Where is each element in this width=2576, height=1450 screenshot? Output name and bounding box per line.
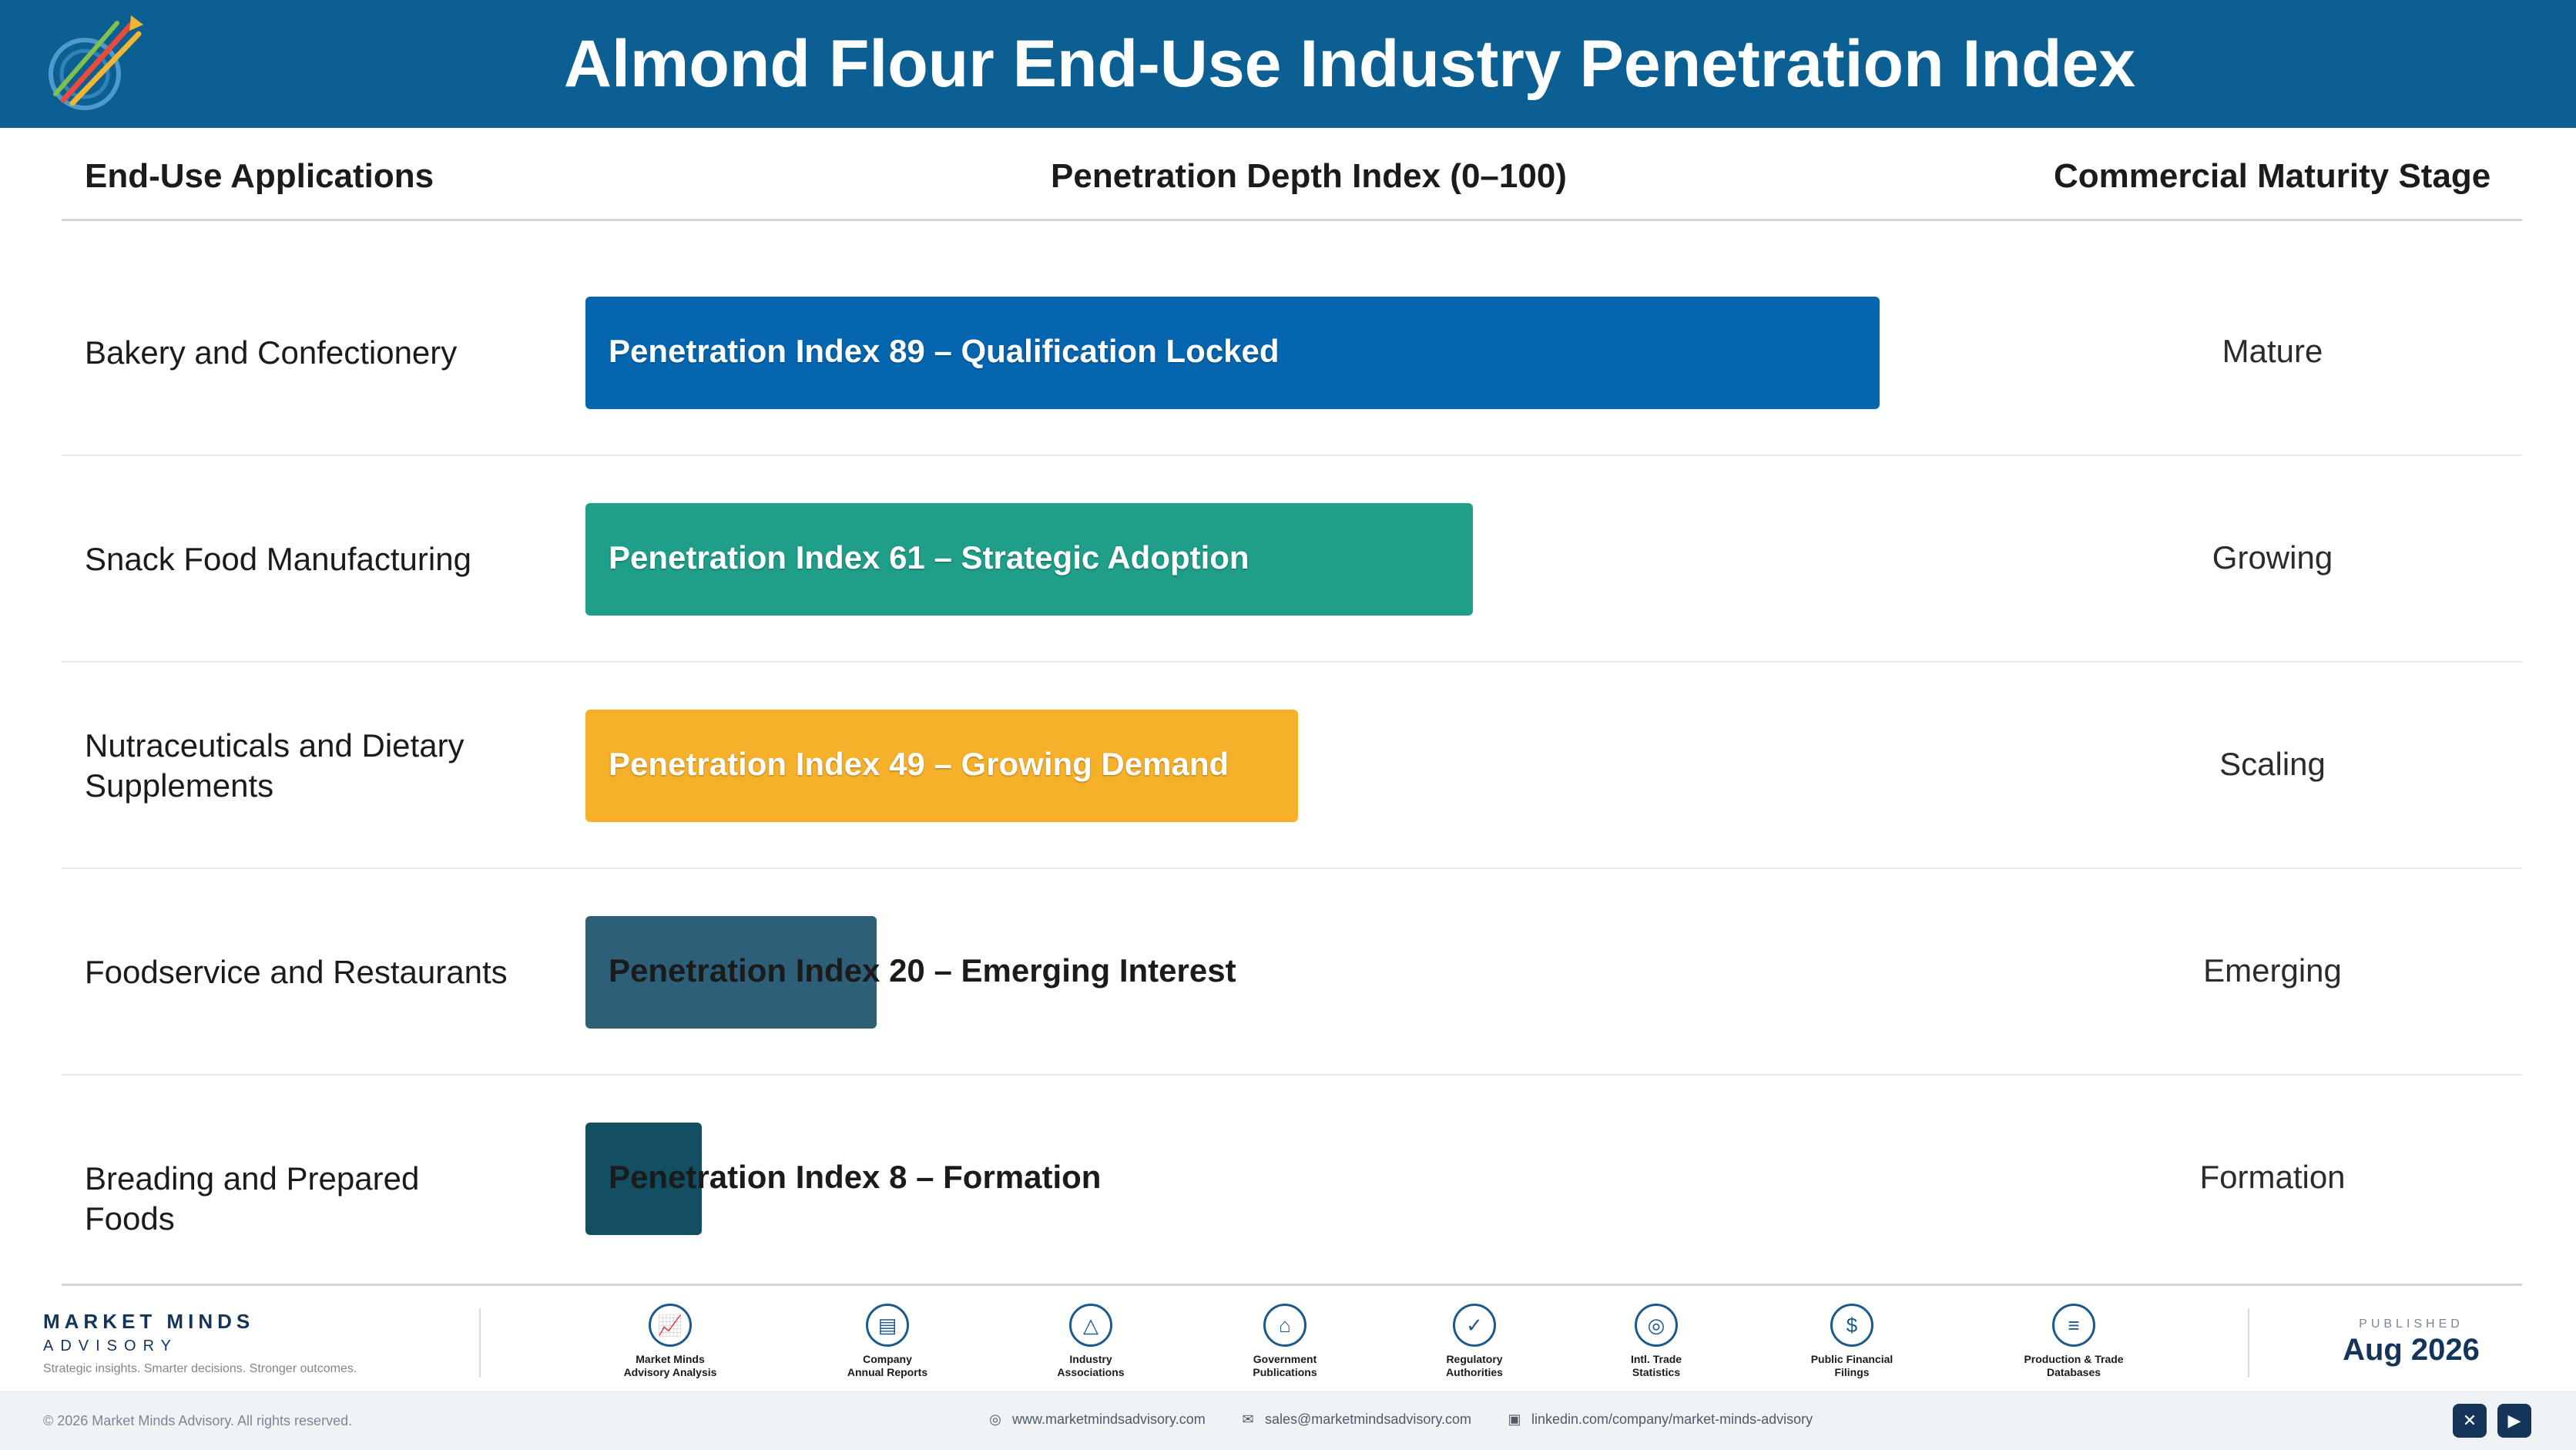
- source-label-line2: Statistics: [1632, 1366, 1681, 1378]
- brand-name: MARKET MINDS: [43, 1310, 255, 1333]
- page-title: Almond Flour End-Use Industry Penetratio…: [563, 27, 2136, 101]
- footer-divider-left: [479, 1308, 481, 1378]
- penetration-bar: [585, 710, 1298, 822]
- shield-check-icon: ✓: [1453, 1304, 1496, 1347]
- linkedin-icon: ▣: [1508, 1411, 1521, 1427]
- chart-bottom-divider: [62, 1284, 2522, 1286]
- source-item: △ Industry Associations: [1014, 1304, 1168, 1379]
- source-label: Regulatory Authorities: [1397, 1353, 1551, 1379]
- footer-contact-strip: [0, 1391, 2576, 1450]
- row-divider: [62, 455, 2522, 456]
- source-label-line1: Government: [1253, 1353, 1317, 1365]
- source-label-line1: Production & Trade: [2024, 1353, 2124, 1365]
- source-label: Company Annual Reports: [810, 1353, 964, 1379]
- source-label-line2: Publications: [1253, 1366, 1317, 1378]
- linkedin-link[interactable]: ▣ linkedin.com/company/market-minds-advis…: [1507, 1411, 1813, 1428]
- row-divider: [62, 1074, 2522, 1076]
- penetration-bar: [585, 503, 1473, 616]
- source-label-line1: Intl. Trade: [1630, 1353, 1682, 1365]
- source-label-line2: Databases: [2046, 1366, 2101, 1378]
- source-label: Production & Trade Databases: [1997, 1353, 2151, 1379]
- chart-line-icon: 📈: [649, 1304, 692, 1347]
- header-divider: [62, 219, 2522, 221]
- youtube-icon[interactable]: ▶: [2497, 1404, 2531, 1438]
- document-icon: ▤: [866, 1304, 909, 1347]
- linkedin-text: linkedin.com/company/market-minds-adviso…: [1531, 1411, 1813, 1427]
- source-label-line1: Market Minds: [636, 1353, 705, 1365]
- footer-divider-right: [2248, 1308, 2249, 1378]
- brand-tagline: Strategic insights. Smarter decisions. S…: [43, 1362, 357, 1375]
- source-item: ✓ Regulatory Authorities: [1397, 1304, 1551, 1379]
- bar-value-label: Penetration Index 8 – Formation: [609, 1159, 1102, 1195]
- source-label: Industry Associations: [1014, 1353, 1168, 1379]
- brand-subtitle: ADVISORY: [43, 1338, 178, 1354]
- source-item: ≡ Production & Trade Databases: [1997, 1304, 2151, 1379]
- bar-value-label: Penetration Index 89 – Qualification Loc…: [609, 333, 1280, 369]
- source-item: ⌂ Government Publications: [1208, 1304, 1362, 1379]
- source-label: Intl. Trade Statistics: [1579, 1353, 1733, 1379]
- bar-value-label: Penetration Index 20 – Emerging Interest: [609, 952, 1236, 988]
- row-application-label: Bakery and Confectionery: [85, 334, 458, 371]
- row-application-label: Snack Food Manufacturing: [85, 541, 471, 577]
- maturity-stage-label: Formation: [2199, 1159, 2346, 1195]
- row-divider: [62, 661, 2522, 663]
- source-label-line2: Filings: [1834, 1366, 1870, 1378]
- logo-icon: [49, 15, 143, 110]
- source-label-line1: Regulatory: [1446, 1353, 1503, 1365]
- source-label-line1: Industry: [1069, 1353, 1112, 1365]
- source-item: $ Public Financial Filings: [1775, 1304, 1929, 1379]
- source-label: Market Minds Advisory Analysis: [593, 1353, 747, 1379]
- column-header-applications: End-Use Applications: [85, 157, 434, 195]
- website-text: www.marketmindsadvisory.com: [1012, 1411, 1206, 1427]
- penetration-bar: [585, 1123, 702, 1235]
- database-icon: ≡: [2052, 1304, 2095, 1347]
- maturity-stage-label: Emerging: [2203, 952, 2342, 988]
- row-divider: [62, 868, 2522, 869]
- maturity-stage-label: Growing: [2212, 539, 2333, 576]
- header-banner: Almond Flour End-Use Industry Penetratio…: [0, 0, 2576, 128]
- email-text: sales@marketmindsadvisory.com: [1265, 1411, 1472, 1427]
- bar-value-label: Penetration Index 49 – Growing Demand: [609, 746, 1229, 782]
- row-application-label: Breading and Prepared Foods: [85, 1160, 420, 1237]
- globe-icon: ◎: [1635, 1304, 1678, 1347]
- maturity-stage-label: Mature: [2222, 333, 2323, 369]
- penetration-bar: [585, 916, 877, 1029]
- source-label-line2: Associations: [1057, 1366, 1125, 1378]
- source-item: ▤ Company Annual Reports: [810, 1304, 964, 1379]
- copyright-text: © 2026 Market Minds Advisory. All rights…: [43, 1413, 353, 1428]
- published-label: PUBLISHED: [2359, 1317, 2464, 1331]
- source-label: Public Financial Filings: [1775, 1353, 1929, 1379]
- column-header-index: Penetration Depth Index (0–100): [1051, 157, 1567, 195]
- email-link[interactable]: ✉ sales@marketmindsadvisory.com: [1240, 1411, 1471, 1428]
- source-label-line1: Public Financial: [1810, 1353, 1893, 1365]
- source-item: ◎ Intl. Trade Statistics: [1579, 1304, 1733, 1379]
- maturity-stage-label: Scaling: [2219, 746, 2326, 782]
- government-building-icon: ⌂: [1263, 1304, 1306, 1347]
- x-social-icon[interactable]: ✕: [2453, 1404, 2487, 1438]
- website-link[interactable]: ◎ www.marketmindsadvisory.com: [988, 1411, 1206, 1428]
- source-item: 📈 Market Minds Advisory Analysis: [593, 1304, 747, 1379]
- source-label: Government Publications: [1208, 1353, 1362, 1379]
- column-header-stage: Commercial Maturity Stage: [2054, 157, 2491, 195]
- penetration-bar: [585, 297, 1880, 409]
- row-application-label: Foodservice and Restaurants: [85, 954, 508, 990]
- coin-icon: $: [1830, 1304, 1873, 1347]
- mail-icon: ✉: [1242, 1411, 1254, 1427]
- globe-icon: ◎: [989, 1411, 1001, 1427]
- row-application-label: Nutraceuticals and Dietary Supplements: [85, 727, 465, 804]
- source-label-line2: Advisory Analysis: [623, 1366, 717, 1378]
- source-label-line2: Annual Reports: [847, 1366, 928, 1378]
- bar-value-label: Penetration Index 61 – Strategic Adoptio…: [609, 539, 1249, 576]
- published-date: Aug 2026: [2343, 1333, 2480, 1367]
- network-icon: △: [1069, 1304, 1112, 1347]
- source-label-line2: Authorities: [1446, 1366, 1503, 1378]
- source-label-line1: Company: [863, 1353, 912, 1365]
